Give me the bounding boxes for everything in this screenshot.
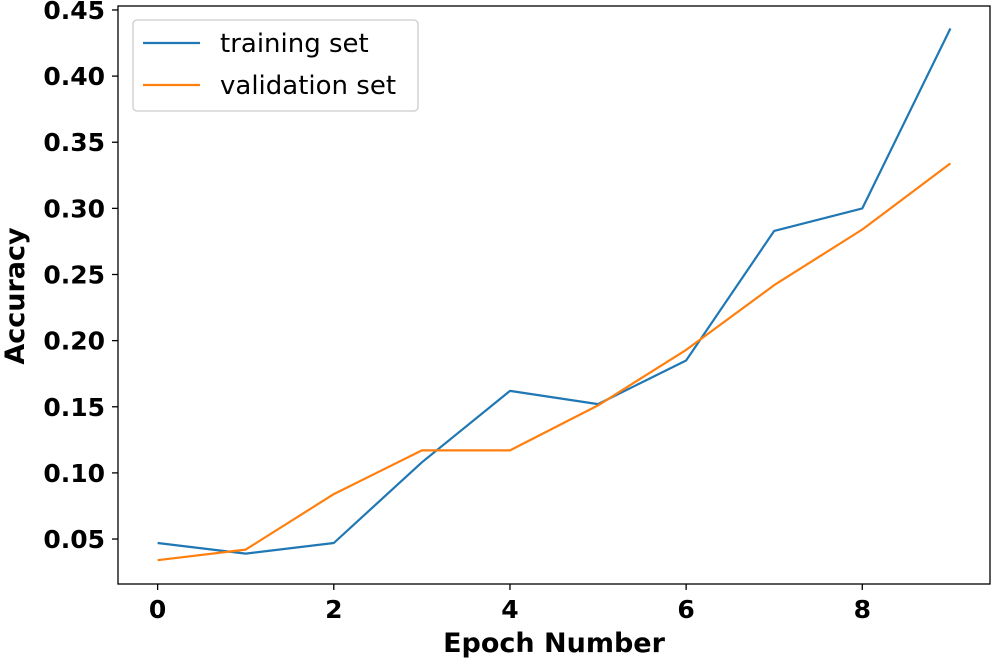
y-tick-label: 0.20 xyxy=(43,327,105,356)
y-axis-title: Accuracy xyxy=(0,227,31,365)
legend-label-training-set: training set xyxy=(220,29,369,59)
y-tick-label: 0.25 xyxy=(43,260,105,289)
x-tick-label: 2 xyxy=(325,595,342,624)
x-tick-label: 4 xyxy=(501,595,518,624)
plot-frame xyxy=(117,5,991,585)
y-tick-label: 0.15 xyxy=(43,393,105,422)
series-layer xyxy=(157,28,952,562)
legend-label-validation-set: validation set xyxy=(220,71,396,101)
y-axis-ticks: 0.05 0.10 0.15 0.20 0.25 0.30 0.35 0.40 0.45 xyxy=(43,0,118,554)
legend-box xyxy=(132,19,419,112)
series-line-validation-set xyxy=(157,162,952,562)
x-tick-label: 0 xyxy=(149,595,166,624)
legend: training set validation set xyxy=(132,19,419,112)
series-line-training-set xyxy=(157,28,952,555)
x-tick-label: 6 xyxy=(677,595,694,624)
y-tick-label: 0.10 xyxy=(43,459,105,488)
y-tick-label: 0.05 xyxy=(43,525,105,554)
x-axis-ticks: 0 2 4 6 8 xyxy=(149,584,871,624)
x-tick-label: 8 xyxy=(854,595,871,624)
y-tick-label: 0.45 xyxy=(43,0,105,25)
y-tick-label: 0.35 xyxy=(43,128,105,157)
y-tick-label: 0.30 xyxy=(43,194,105,223)
y-tick-label: 0.40 xyxy=(43,62,105,91)
x-axis-title: Epoch Number xyxy=(443,628,666,659)
